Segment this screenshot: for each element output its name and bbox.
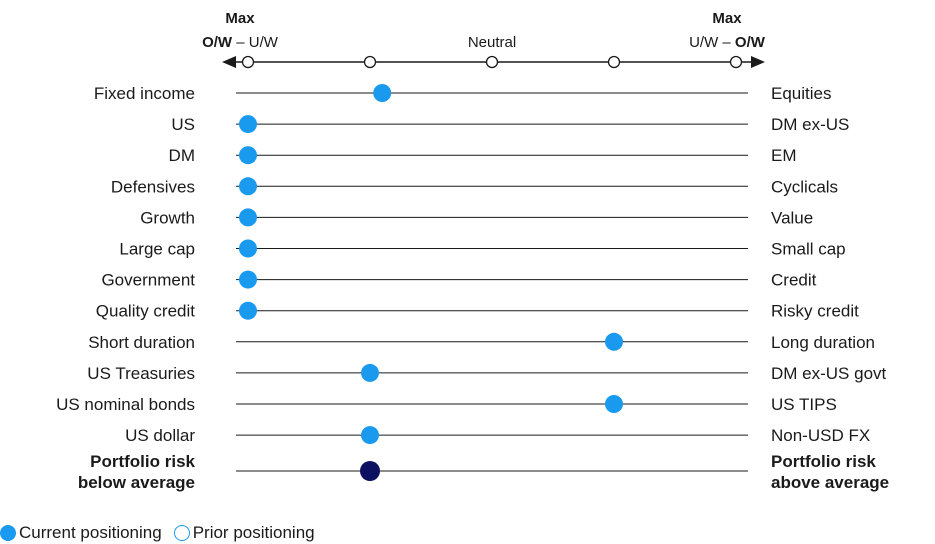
legend-prior-label: Prior positioning <box>192 523 315 542</box>
left-label: US Treasuries <box>87 364 195 383</box>
current-positioning-dot <box>361 363 379 382</box>
right-label: DM ex-US govt <box>771 364 887 383</box>
left-label: US dollar <box>125 426 195 445</box>
legend-prior: Prior positioning <box>173 523 315 543</box>
current-positioning-dot <box>605 332 623 351</box>
left-label: Short duration <box>88 333 195 352</box>
current-positioning-dot <box>239 270 257 289</box>
right-dash: – <box>718 34 735 51</box>
right-label: Risky credit <box>771 302 859 321</box>
right-ow-label: O/W <box>735 34 766 51</box>
right-label: US TIPS <box>771 395 837 414</box>
current-positioning-dot <box>239 115 257 134</box>
left-label: Government <box>101 271 195 290</box>
right-label: DM ex-US <box>771 115 849 134</box>
right-uw-label: U/W <box>689 34 719 51</box>
right-label: EM <box>771 146 797 165</box>
right-label: Value <box>771 208 813 227</box>
right-label-line: Portfolio risk <box>771 452 876 471</box>
right-arrow-icon <box>751 56 765 68</box>
scale-point-3 <box>485 55 499 69</box>
scale-axis <box>222 55 765 69</box>
current-positioning-dot <box>361 426 379 445</box>
current-positioning-dot <box>373 84 392 102</box>
current-positioning-dot <box>605 395 623 413</box>
scale-header: Max O/W – U/W Neutral Max U/W – O/W <box>202 10 766 51</box>
left-dash: – <box>232 34 249 51</box>
right-label-line: above average <box>771 473 889 492</box>
left-label: Defensives <box>111 177 195 196</box>
current-positioning-dot <box>239 208 257 227</box>
neutral-label: Neutral <box>468 34 516 51</box>
left-label-line: Portfolio risk <box>90 452 195 471</box>
row: Quality credit Risky credit <box>96 301 859 321</box>
scale-point-4 <box>607 55 621 69</box>
row: DM EM <box>169 146 797 165</box>
right-label: Long duration <box>771 333 875 352</box>
left-label: Fixed income <box>94 84 195 103</box>
row: US Treasuries DM ex-US govt <box>87 363 887 383</box>
current-positioning-dot <box>239 301 257 320</box>
legend-current-label: Current positioning <box>19 523 162 542</box>
right-label: Equities <box>771 84 831 103</box>
right-label: Non-USD FX <box>771 426 870 445</box>
row: Large cap Small cap <box>119 239 846 259</box>
legend: Current positioning Prior positioning <box>0 522 315 544</box>
row: US dollar Non-USD FX <box>125 426 870 445</box>
current-positioning-dot <box>239 239 257 258</box>
left-max-label: Max <box>225 10 255 27</box>
current-positioning-dot <box>239 177 257 196</box>
right-label: Portfolio risk above average <box>771 452 889 492</box>
row: Defensives Cyclicals <box>111 177 838 196</box>
left-label: US <box>171 115 195 134</box>
left-label: Growth <box>140 208 195 227</box>
legend-current: Current positioning <box>0 523 162 543</box>
row: Short duration Long duration <box>88 332 875 352</box>
left-uw-label: U/W <box>249 34 279 51</box>
right-label: Cyclicals <box>771 177 838 196</box>
row: Growth Value <box>140 208 813 227</box>
positioning-chart: Max O/W – U/W Neutral Max U/W – O/W Fixe… <box>56 10 889 492</box>
left-label: Quality credit <box>96 302 195 321</box>
right-scale-label: U/W – O/W <box>689 34 766 51</box>
scale-point-1 <box>241 55 255 69</box>
current-positioning-dot-icon <box>0 525 16 541</box>
left-ow-label: O/W <box>202 34 233 51</box>
left-scale-label: O/W – U/W <box>202 34 279 51</box>
left-label-line: below average <box>78 473 195 492</box>
right-max-label: Max <box>712 10 742 27</box>
left-label: Large cap <box>119 240 195 259</box>
left-arrow-icon <box>222 56 236 68</box>
current-positioning-dot <box>360 461 380 481</box>
row: US DM ex-US <box>171 115 849 134</box>
rows: Fixed income Equities US DM ex-US DM EM Defens… <box>56 84 889 492</box>
scale-point-2 <box>363 55 377 69</box>
right-label: Credit <box>771 271 817 290</box>
left-label: DM <box>169 146 195 165</box>
row: Government Credit <box>101 270 817 290</box>
left-label: US nominal bonds <box>56 395 195 414</box>
right-label: Small cap <box>771 240 846 259</box>
current-positioning-dot <box>239 146 257 165</box>
row: Fixed income Equities <box>94 84 831 103</box>
scale-point-5 <box>729 55 743 69</box>
row: US nominal bonds US TIPS <box>56 395 837 414</box>
prior-positioning-dot-icon <box>173 525 190 541</box>
left-label: Portfolio risk below average <box>78 452 196 492</box>
